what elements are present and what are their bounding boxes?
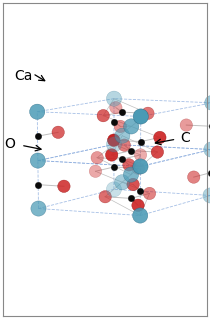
Text: O: O [4,137,15,151]
Text: C: C [181,131,190,145]
Text: Ca: Ca [15,69,33,83]
